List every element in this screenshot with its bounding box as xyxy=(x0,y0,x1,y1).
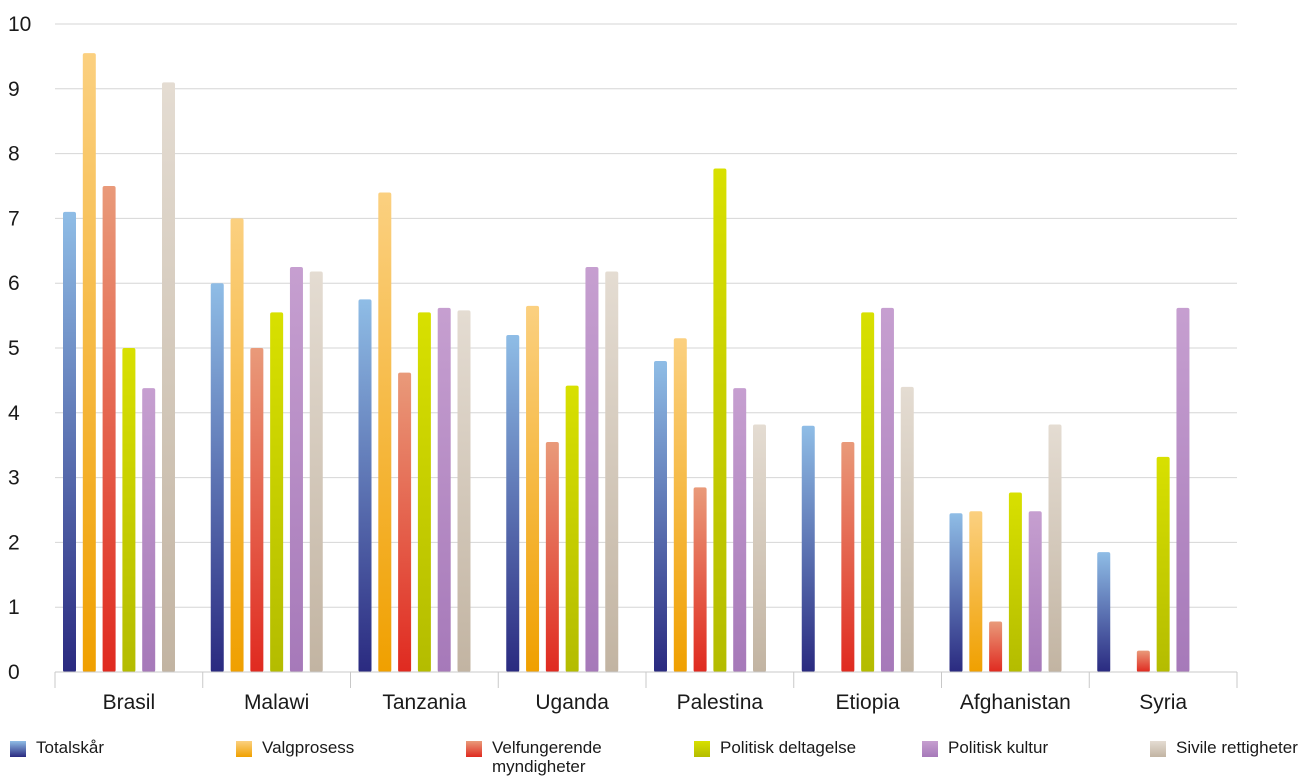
bar-tanzania-4 xyxy=(437,307,451,672)
bar-brasil-0 xyxy=(63,211,76,673)
bar-brasil-2 xyxy=(102,186,116,672)
y-tick-label: 10 xyxy=(8,13,31,36)
legend-label: Valgprosess xyxy=(262,738,355,757)
y-axis-ticks: 0 1 2 3 4 5 6 7 8 9 10 xyxy=(8,13,31,684)
bar-uganda-5 xyxy=(605,271,619,672)
legend-item-totalskar: Totalskår xyxy=(10,738,104,757)
legend: Totalskår Valgprosess Velfungerende myndi… xyxy=(0,738,1312,778)
y-tick-label: 7 xyxy=(8,207,20,230)
legend-item-sivile-rettigheter: Sivile rettigheter xyxy=(1150,738,1298,757)
legend-label: Politisk kultur xyxy=(948,738,1049,757)
bar-malawi-4 xyxy=(289,267,303,672)
x-tick-label: Etiopia xyxy=(836,691,901,714)
bar-malawi-2 xyxy=(250,348,264,672)
y-tick-label: 5 xyxy=(8,337,20,360)
bar-afghanistan-2 xyxy=(989,621,1003,672)
legend-swatch xyxy=(236,741,252,757)
legend-label: Velfungerende myndigheter xyxy=(492,738,602,776)
bar-syria-0 xyxy=(1097,552,1111,672)
y-tick-label: 2 xyxy=(8,531,20,554)
bar-tanzania-1 xyxy=(378,192,392,673)
y-tick-label: 0 xyxy=(8,661,20,684)
legend-item-politisk-kultur: Politisk kultur xyxy=(922,738,1048,757)
bar-syria-4 xyxy=(1176,307,1190,672)
legend-label: Politisk deltagelse xyxy=(720,738,857,757)
legend-swatch xyxy=(466,741,482,757)
x-tick-label: Tanzania xyxy=(382,691,466,714)
y-tick-label: 6 xyxy=(8,272,20,295)
bar-etiopia-5 xyxy=(900,386,914,672)
legend-swatch xyxy=(1150,741,1166,757)
bar-tanzania-3 xyxy=(417,312,431,672)
bar-syria-3 xyxy=(1156,456,1170,672)
bar-brasil-4 xyxy=(142,388,156,672)
x-axis-categories: Brasil Malawi Tanzania Uganda Palestina Etiop… xyxy=(103,691,1188,714)
bar-malawi-0 xyxy=(210,283,224,672)
bar-tanzania-0 xyxy=(358,299,372,672)
bar-palestina-5 xyxy=(753,424,766,672)
bar-uganda-1 xyxy=(526,305,540,672)
bar-malawi-3 xyxy=(270,312,284,672)
bar-etiopia-3 xyxy=(861,312,875,672)
bars xyxy=(63,53,1190,673)
x-tick-label: Malawi xyxy=(244,691,309,714)
y-tick-label: 8 xyxy=(8,143,20,166)
bar-afghanistan-4 xyxy=(1028,511,1042,672)
bar-brasil-3 xyxy=(122,348,136,672)
bar-palestina-0 xyxy=(654,360,667,672)
bar-tanzania-5 xyxy=(457,310,471,672)
bar-syria-2 xyxy=(1136,650,1150,672)
bar-tanzania-2 xyxy=(398,372,412,672)
bar-afghanistan-5 xyxy=(1048,424,1062,672)
bar-brasil-1 xyxy=(82,53,96,673)
bar-palestina-3 xyxy=(713,168,727,672)
bar-malawi-1 xyxy=(230,218,244,672)
x-tick-label: Uganda xyxy=(535,691,609,714)
bar-uganda-4 xyxy=(585,267,599,672)
bar-palestina-4 xyxy=(733,388,747,672)
legend-swatch xyxy=(922,741,938,757)
legend-label: Totalskår xyxy=(36,738,105,757)
bar-afghanistan-0 xyxy=(949,513,963,672)
bar-chart: 0 1 2 3 4 5 6 7 8 9 10 Brasil Malawi Tanzania Uganda P… xyxy=(8,13,1238,714)
x-axis xyxy=(54,671,1238,688)
bar-brasil-5 xyxy=(162,82,175,672)
bar-malawi-5 xyxy=(309,271,323,672)
x-tick-label: Afghanistan xyxy=(960,691,1071,714)
bar-uganda-2 xyxy=(545,441,559,672)
bar-uganda-3 xyxy=(565,385,579,672)
legend-swatch xyxy=(694,741,710,757)
bar-afghanistan-3 xyxy=(1008,492,1022,672)
y-tick-label: 3 xyxy=(8,467,20,490)
bar-afghanistan-1 xyxy=(969,511,983,672)
x-tick-label: Brasil xyxy=(103,691,156,714)
legend-label: Sivile rettigheter xyxy=(1176,738,1298,757)
bar-palestina-1 xyxy=(673,338,687,672)
legend-item-politisk-deltagelse: Politisk deltagelse xyxy=(694,738,856,757)
x-tick-label: Palestina xyxy=(677,691,764,714)
y-tick-label: 4 xyxy=(8,402,20,425)
bar-palestina-2 xyxy=(693,487,707,672)
bar-etiopia-2 xyxy=(841,441,855,672)
legend-item-velfungerende: Velfungerende myndigheter xyxy=(466,738,602,776)
legend-item-valgprosess: Valgprosess xyxy=(236,738,354,757)
y-tick-label: 9 xyxy=(8,78,20,101)
legend-swatch xyxy=(10,741,26,757)
bar-uganda-0 xyxy=(506,335,520,672)
bar-etiopia-4 xyxy=(880,307,894,672)
bar-etiopia-0 xyxy=(801,425,815,672)
y-tick-label: 1 xyxy=(8,596,20,619)
x-tick-label: Syria xyxy=(1139,691,1187,714)
